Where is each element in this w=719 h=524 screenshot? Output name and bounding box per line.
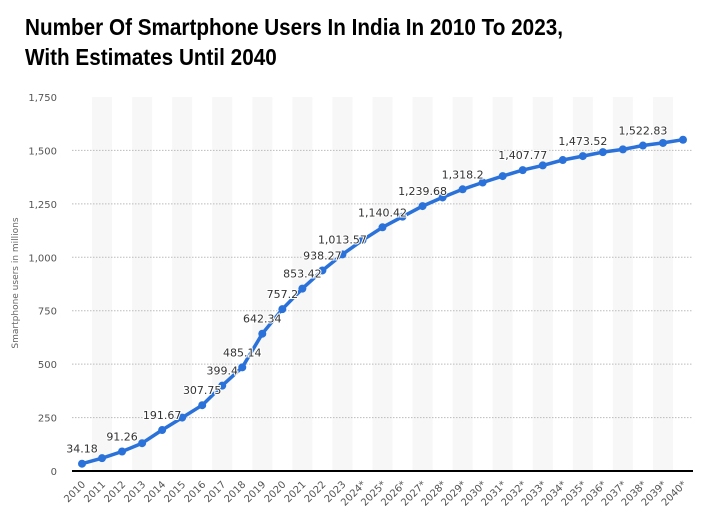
data-label: 485.14: [223, 346, 262, 359]
x-tick-label: 2012: [102, 479, 128, 505]
data-point: [378, 223, 387, 232]
data-point: [679, 135, 687, 144]
x-tick-label: 2013: [122, 479, 148, 505]
x-tick-label: 2014: [142, 479, 168, 505]
y-tick-label: 0: [51, 467, 57, 478]
data-point: [438, 193, 447, 202]
data-point: [118, 447, 127, 456]
data-label: 1,239.68: [398, 185, 447, 198]
x-tick-label: 2011: [82, 479, 108, 505]
column-band: [412, 97, 433, 471]
x-tick-label: 2022: [303, 479, 329, 505]
data-point: [238, 363, 247, 372]
y-tick-label: 750: [38, 307, 57, 318]
y-tick-label: 1,500: [28, 146, 57, 157]
data-point: [198, 401, 207, 410]
data-point: [658, 138, 667, 147]
data-point: [578, 152, 587, 161]
data-label: 1,013.57: [318, 233, 367, 246]
data-point: [318, 266, 327, 275]
y-tick-label: 1,250: [28, 200, 57, 211]
data-point: [78, 459, 86, 468]
data-point: [398, 212, 407, 221]
x-tick-label: 2010: [62, 479, 88, 505]
data-point: [518, 166, 527, 175]
chart-title-line-1: Number Of Smartphone Users In India In 2…: [25, 14, 563, 40]
data-point: [598, 148, 607, 157]
data-point: [478, 178, 487, 187]
data-point: [498, 172, 507, 181]
x-tick-label: 2015: [163, 479, 189, 505]
data-label: 1,522.83: [618, 125, 667, 138]
column-band: [252, 97, 273, 471]
data-point: [298, 284, 307, 293]
column-band: [452, 97, 473, 471]
data-label: 1,473.52: [558, 135, 607, 148]
column-band: [492, 97, 513, 471]
data-point: [278, 305, 287, 314]
data-label: 1,407.77: [498, 149, 547, 162]
data-point: [358, 236, 367, 245]
column-band: [612, 97, 633, 471]
data-point: [338, 250, 347, 259]
data-label: 91.26: [106, 430, 138, 443]
data-label: 938.27: [303, 249, 342, 262]
data-label: 757.2: [267, 288, 299, 301]
column-band: [532, 97, 553, 471]
chart-title-line-2: With Estimates Until 2040: [25, 44, 277, 70]
y-tick-label: 500: [38, 360, 57, 371]
data-label: 642.34: [243, 313, 282, 326]
data-point: [638, 141, 647, 150]
column-band: [572, 97, 593, 471]
data-label: 1,140.42: [358, 206, 407, 219]
column-band: [652, 97, 673, 471]
data-point: [138, 439, 147, 448]
data-label: 34.18: [66, 443, 98, 456]
data-point: [98, 454, 107, 463]
y-tick-label: 250: [38, 414, 57, 425]
data-point: [418, 202, 427, 211]
data-point: [458, 185, 467, 194]
column-band: [92, 97, 113, 471]
y-axis-title: Smartphone users in millions: [11, 217, 21, 348]
x-tick-label: 2019: [243, 479, 269, 505]
data-point: [178, 413, 187, 422]
data-point: [158, 426, 167, 435]
data-label: 399.4: [206, 365, 238, 378]
data-point: [618, 145, 627, 154]
data-point: [258, 329, 267, 338]
chart-title: Number Of Smartphone Users In India In 2…: [25, 12, 655, 72]
y-tick-label: 1,750: [28, 93, 57, 104]
x-tick-label: 2021: [283, 479, 309, 505]
column-band: [332, 97, 353, 471]
data-label: 191.67: [143, 409, 182, 422]
column-band: [212, 97, 233, 471]
column-band: [172, 97, 193, 471]
x-tick-label: 2018: [223, 479, 249, 505]
data-point: [218, 381, 227, 390]
data-label: 853.42: [283, 268, 322, 281]
x-tick-label: 2020: [263, 479, 289, 505]
data-label: 1,318.2: [442, 168, 484, 181]
column-band: [292, 97, 313, 471]
x-tick-label: 2016: [183, 479, 209, 505]
column-band: [132, 97, 153, 471]
column-band: [372, 97, 393, 471]
data-label: 307.75: [183, 384, 222, 397]
data-point: [538, 161, 547, 170]
x-tick-label: 2017: [203, 479, 229, 505]
y-tick-label: 1,000: [28, 253, 57, 264]
data-point: [558, 156, 567, 165]
